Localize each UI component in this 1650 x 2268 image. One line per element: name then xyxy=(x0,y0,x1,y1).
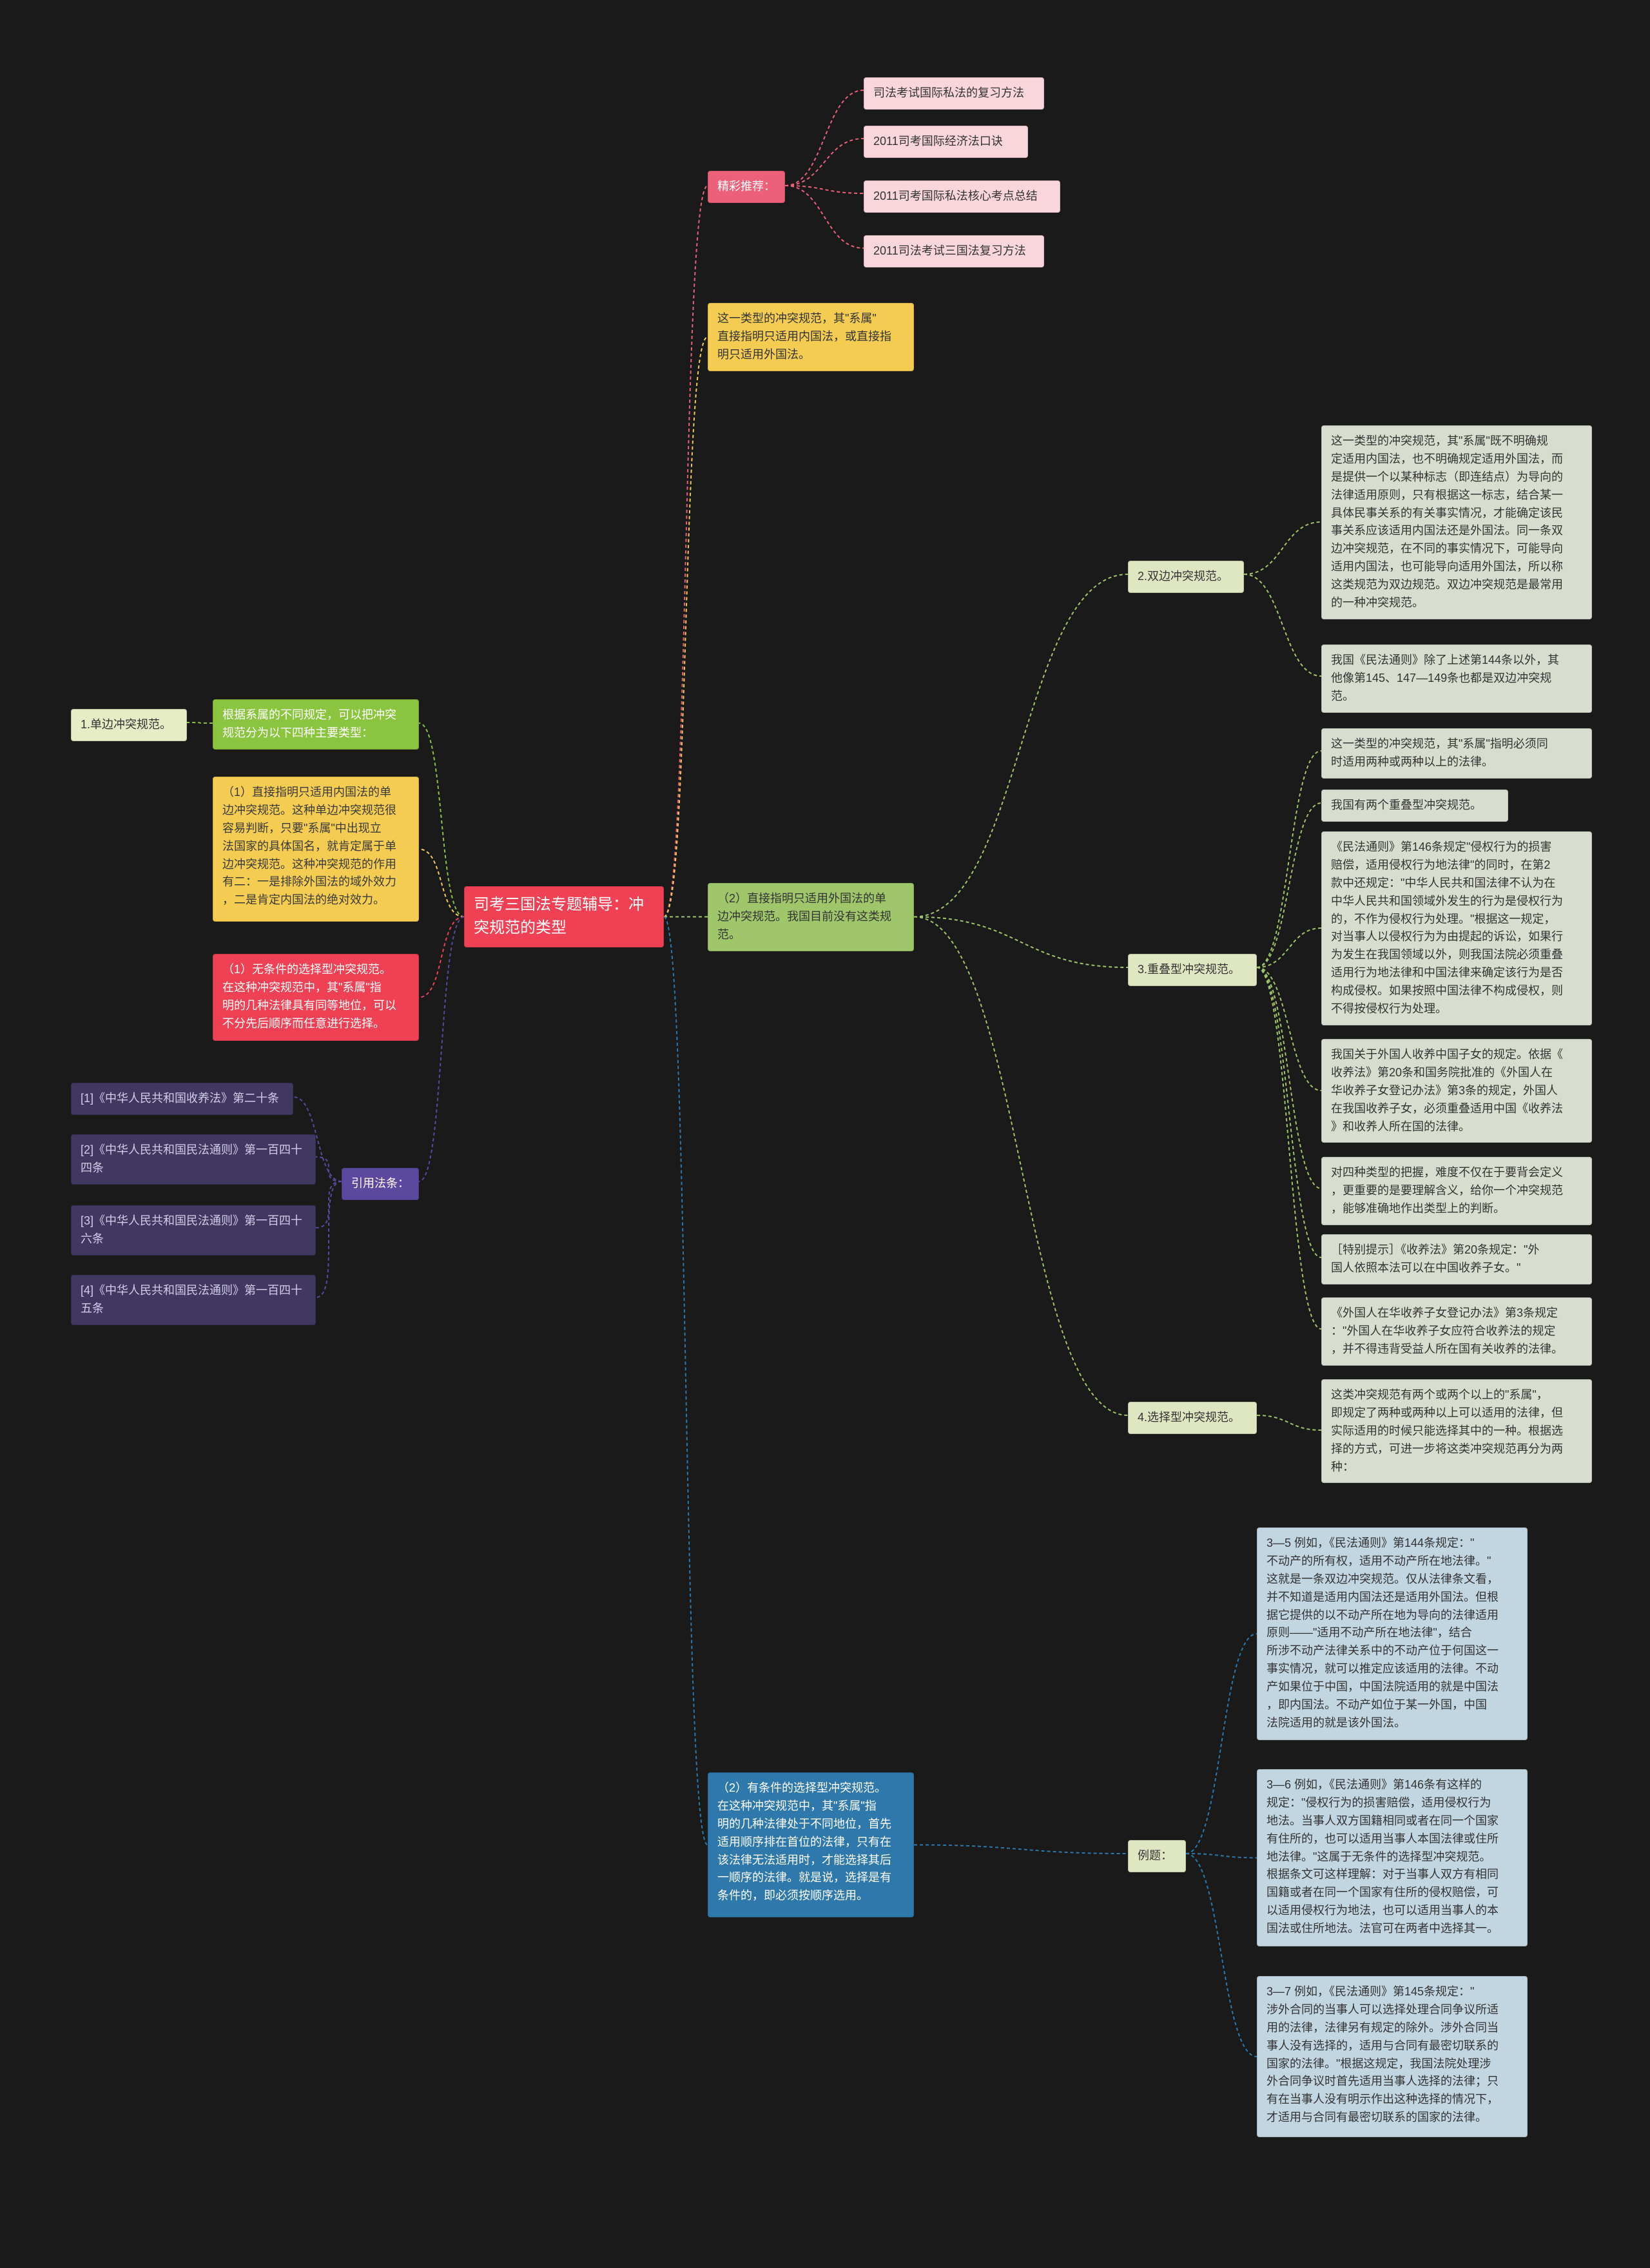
node-ex3: 3—7 例如，《民法通则》第145条规定：" 涉外合同的当事人可以选择处理合同争… xyxy=(1257,1976,1528,2137)
node-type3b: 我国有两个重叠型冲突规范。 xyxy=(1321,790,1508,822)
node-sing: （2）直接指明只适用外国法的单 边冲突规范。我国目前没有这类规 范。 xyxy=(708,883,914,951)
node-type3d: 我国关于外国人收养中国子女的规定。依据《 收养法》第20条和国务院批准的《外国人… xyxy=(1321,1039,1592,1143)
edge-rec-rec1 xyxy=(785,90,864,186)
edge-sing-type4 xyxy=(914,917,1128,1416)
edge-type3-type3f xyxy=(1257,967,1321,1257)
node-rec1: 司法考试国际私法的复习方法 xyxy=(864,77,1044,110)
edge-type3-type3d xyxy=(1257,967,1321,1090)
edge-type3-type3b xyxy=(1257,803,1321,967)
edge-cite-cite3 xyxy=(316,1181,342,1228)
node-type1head: 这一类型的冲突规范，其"系属" 直接指明只适用内国法，或直接指 明只适用外国法。 xyxy=(708,303,914,371)
edge-type3-type3c xyxy=(1257,928,1321,967)
node-cite3: [3]《中华人民共和国民法通则》第一百四十 六条 xyxy=(71,1205,316,1255)
edge-cite-cite4 xyxy=(316,1181,342,1297)
node-left3: （1）无条件的选择型冲突规范。 在这种冲突规范中，其"系属"指 明的几种法律具有… xyxy=(213,954,419,1041)
node-type3a: 这一类型的冲突规范，其"系属"指明必须同 时适用两种或两种以上的法律。 xyxy=(1321,728,1592,779)
node-type3f: ［特别提示］《收养法》第20条规定："外 国人依照本法可以在中国收养子女。" xyxy=(1321,1234,1592,1284)
node-rec3: 2011司考国际私法核心考点总结 xyxy=(864,180,1060,213)
edge-root-rec xyxy=(664,186,708,917)
edge-type3-type3g xyxy=(1257,967,1321,1329)
edge-sing-type2 xyxy=(914,574,1128,917)
edge-type3-type3a xyxy=(1257,751,1321,967)
edge-root-cond xyxy=(664,917,708,1845)
node-cite4: [4]《中华人民共和国民法通则》第一百四十 五条 xyxy=(71,1275,316,1325)
edge-type2-type2a xyxy=(1244,522,1321,574)
node-type3g: 《外国人在华收养子女登记办法》第3条规定 ："外国人在华收养子女应符合收养法的规… xyxy=(1321,1297,1592,1366)
edge-type4-type4a xyxy=(1257,1415,1321,1430)
edge-root-cite xyxy=(419,917,464,1182)
node-type2b: 我国《民法通则》除了上述第144条以外，其 他像第145、147—149条也都是… xyxy=(1321,645,1592,713)
edge-root-left3 xyxy=(419,917,464,998)
edge-root-type1head xyxy=(664,337,708,917)
edge-rec-rec2 xyxy=(785,139,864,186)
node-cite1: [1]《中华人民共和国收养法》第二十条 xyxy=(71,1083,293,1115)
node-rec: 精彩推荐： xyxy=(708,171,785,203)
node-type3c: 《民法通则》第146条规定"侵权行为的损害 赔偿，适用侵权行为地法律"的同时，在… xyxy=(1321,831,1592,1025)
edge-rec-rec4 xyxy=(785,186,864,248)
node-root: 司考三国法专题辅导：冲 突规范的类型 xyxy=(464,886,664,947)
node-type2a: 这一类型的冲突规范，其"系属"既不明确规 定适用内国法，也不明确规定适用外国法，… xyxy=(1321,425,1592,619)
node-cite: 引用法条： xyxy=(342,1168,419,1200)
edge-root-left1c xyxy=(419,723,464,917)
edge-type3-type3e xyxy=(1257,967,1321,1188)
node-rec4: 2011司法考试三国法复习方法 xyxy=(864,235,1044,267)
node-ex1: 3—5 例如，《民法通则》第144条规定：" 不动产的所有权，适用不动产所在地法… xyxy=(1257,1527,1528,1740)
node-ex2: 3—6 例如，《民法通则》第146条有这样的 规定："侵权行为的损害赔偿，适用侵… xyxy=(1257,1769,1528,1946)
edge-cite-cite2 xyxy=(316,1157,342,1181)
node-rec2: 2011司考国际经济法口诀 xyxy=(864,126,1028,158)
edge-ex-ex1 xyxy=(1186,1634,1257,1854)
node-left2: （1）直接指明只适用内国法的单 边冲突规范。这种单边冲突规范很 容易判断，只要"… xyxy=(213,777,419,922)
node-type3e: 对四种类型的把握，难度不仅在于要背会定义 ，更重要的是要理解含义，给你一个冲突规… xyxy=(1321,1157,1592,1225)
edge-left1c-left1 xyxy=(187,722,213,723)
node-type3: 3.重叠型冲突规范。 xyxy=(1128,954,1257,986)
edge-cond-ex xyxy=(914,1845,1128,1854)
node-type4a: 这类冲突规范有两个或两个以上的"系属"， 即规定了两种或两种以上可以适用的法律，… xyxy=(1321,1379,1592,1483)
node-cite2: [2]《中华人民共和国民法通则》第一百四十 四条 xyxy=(71,1134,316,1185)
node-type4: 4.选择型冲突规范。 xyxy=(1128,1402,1257,1434)
node-left1: 1.单边冲突规范。 xyxy=(71,709,187,741)
node-cond: （2）有条件的选择型冲突规范。 在这种冲突规范中，其"系属"指 明的几种法律处于… xyxy=(708,1772,914,1917)
edge-ex-ex2 xyxy=(1186,1854,1257,1858)
edge-rec-rec3 xyxy=(785,186,864,193)
edge-root-left2 xyxy=(419,849,464,917)
node-type2: 2.双边冲突规范。 xyxy=(1128,561,1244,593)
edge-sing-type3 xyxy=(914,917,1128,968)
node-ex: 例题： xyxy=(1128,1840,1186,1872)
edge-ex-ex3 xyxy=(1186,1854,1257,2057)
edge-type2-type2b xyxy=(1244,574,1321,676)
node-left1c: 根据系属的不同规定，可以把冲突 规范分为以下四种主要类型： xyxy=(213,699,419,750)
